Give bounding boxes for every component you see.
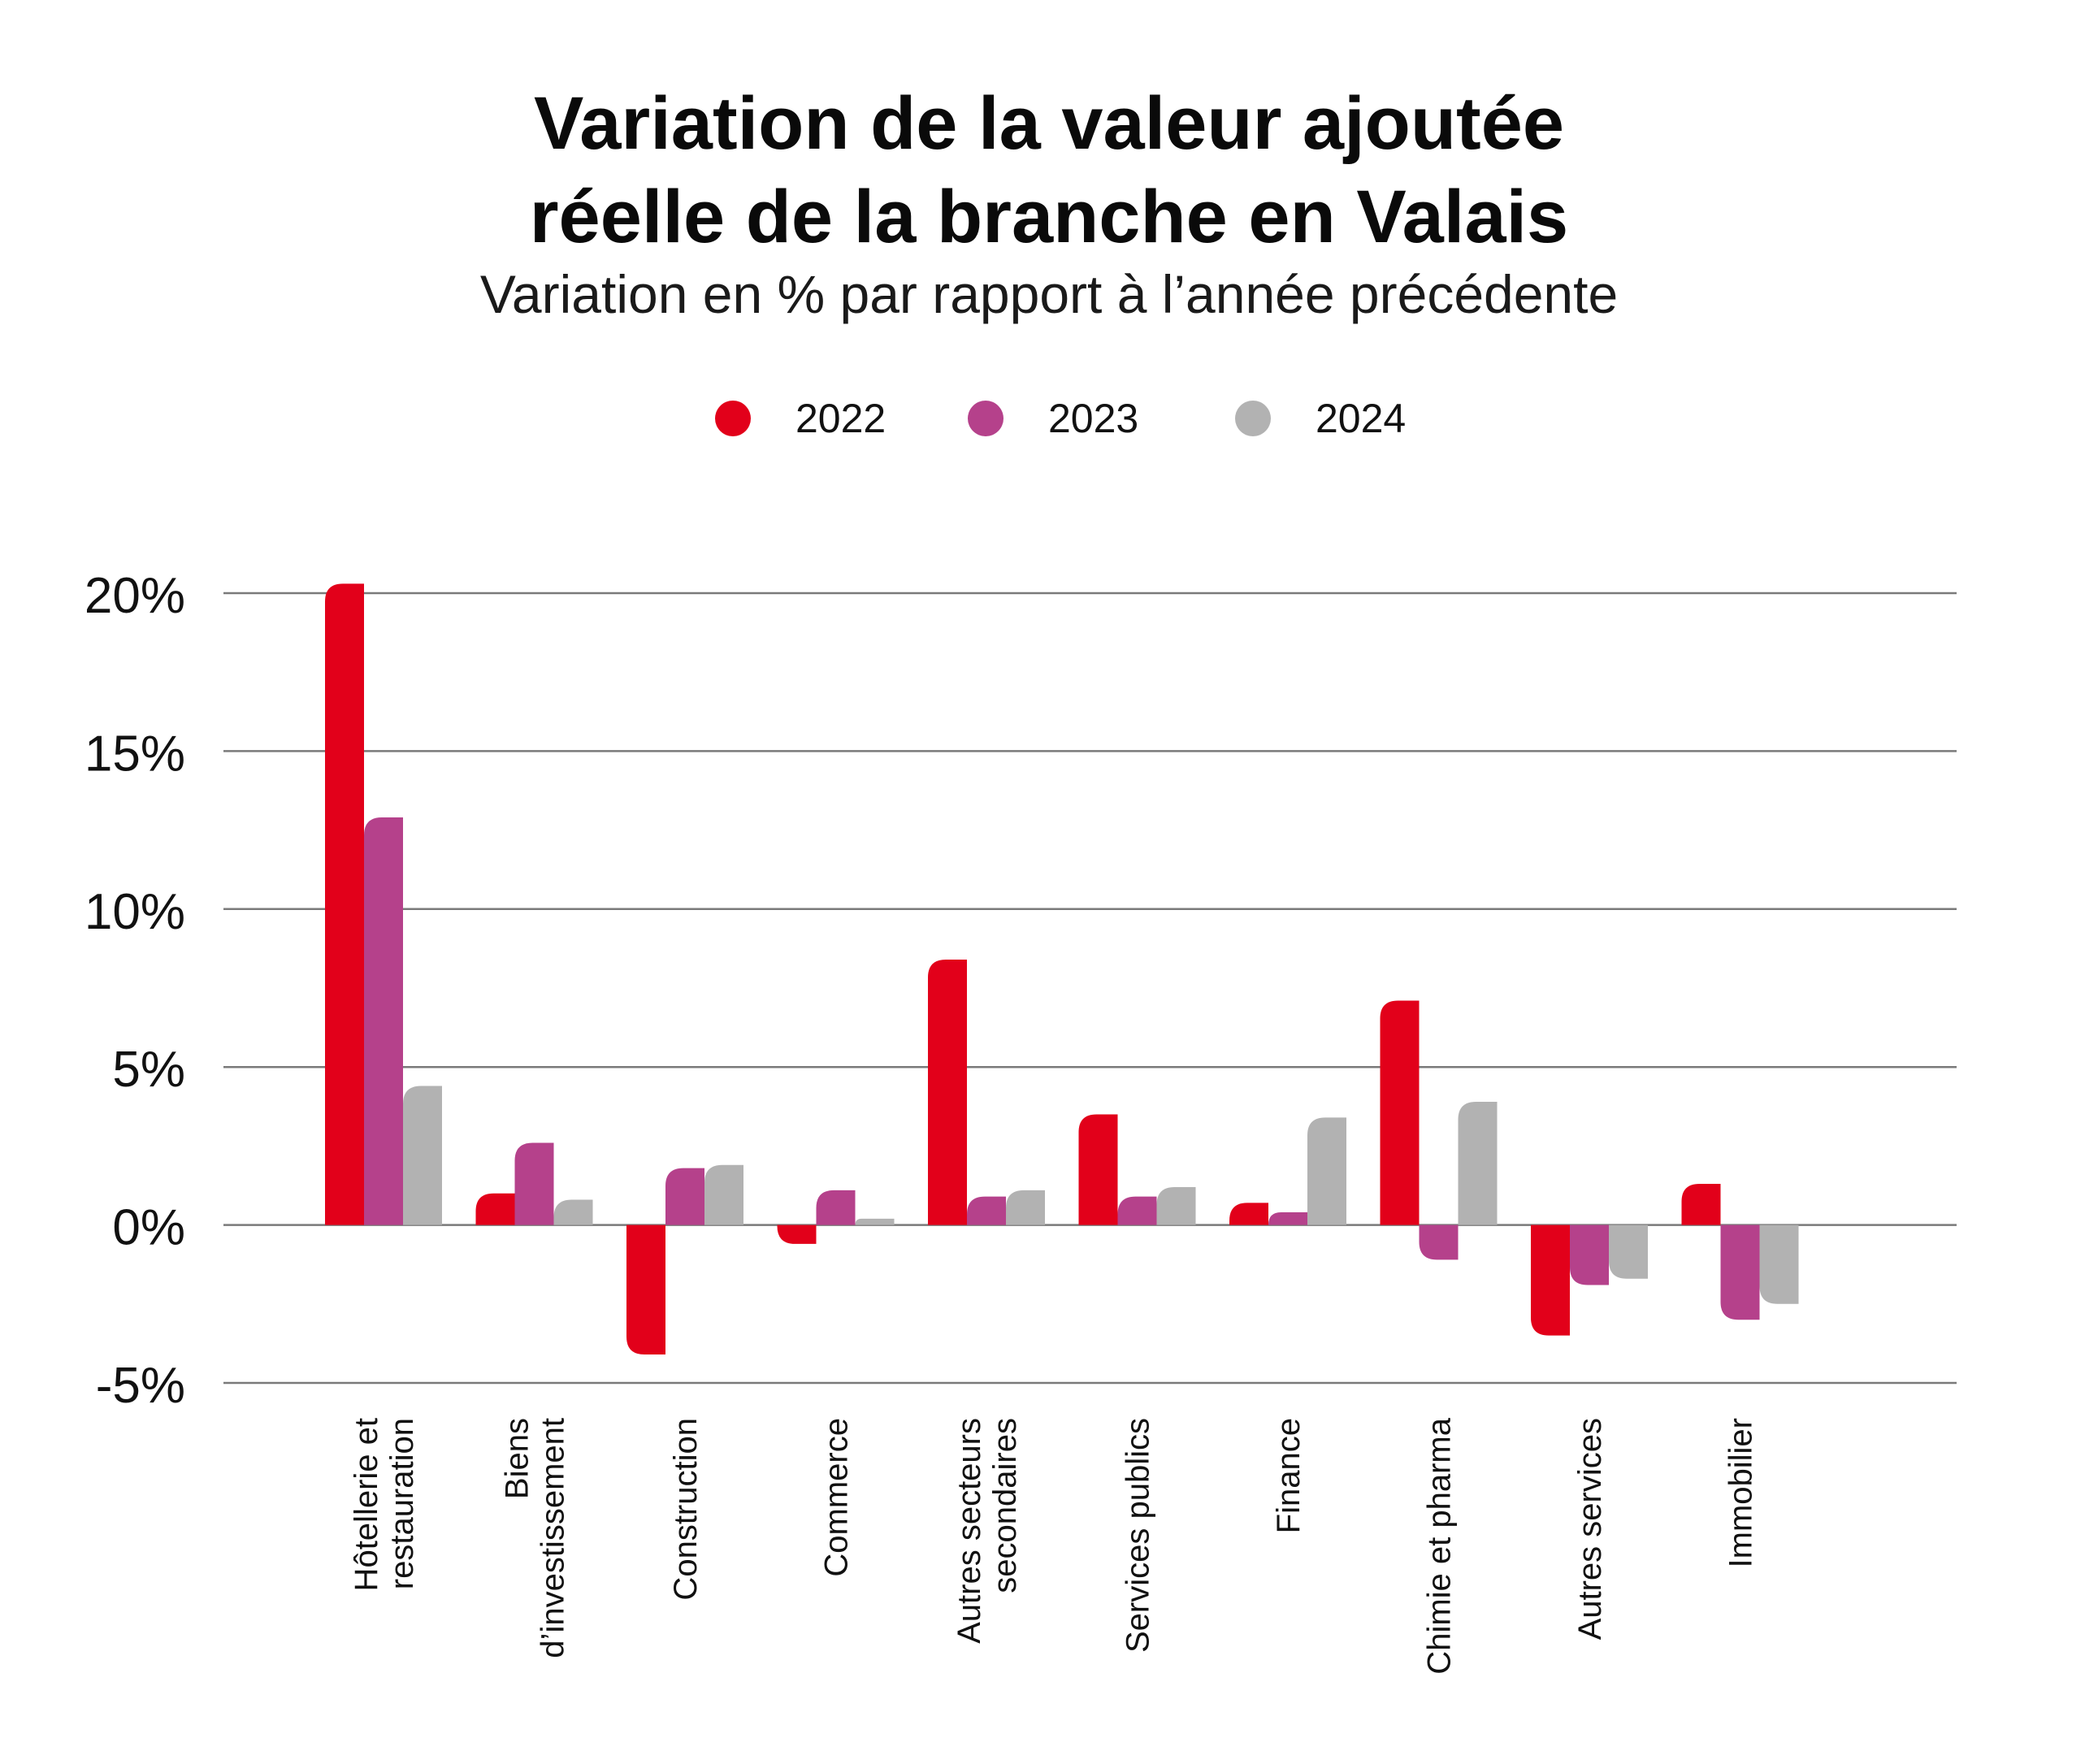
bar-2022: [777, 1224, 817, 1244]
category-label: Autres services: [1572, 1418, 1608, 1640]
legend-marker-2024: [1235, 401, 1271, 436]
bar-2022: [1531, 1224, 1570, 1336]
bar-2022: [626, 1224, 665, 1355]
y-tick-label: 15%: [85, 726, 185, 782]
category-label: Services publics: [1121, 1418, 1156, 1653]
y-tick-label: 10%: [85, 884, 185, 940]
bar-2024: [1609, 1224, 1648, 1279]
chart-title: Variation de la valeur ajoutée réelle de…: [0, 77, 2098, 264]
category-label: Biens: [500, 1418, 535, 1499]
bar-2022: [1078, 1114, 1118, 1225]
bar-2022: [1229, 1203, 1268, 1225]
category-label: Commerce: [819, 1418, 855, 1577]
bar-2023: [1720, 1224, 1760, 1320]
bar-2022: [1380, 1000, 1420, 1225]
category-label: Construction: [668, 1418, 704, 1601]
bar-2023: [816, 1190, 856, 1225]
category-label: Hôtellerie et: [349, 1418, 384, 1591]
bar-2023: [514, 1142, 554, 1225]
bar-2023: [1570, 1224, 1609, 1285]
legend-marker-2023: [968, 401, 1003, 436]
chart-title-line-1: Variation de la valeur ajoutée: [533, 82, 1565, 165]
bar-2024: [1307, 1117, 1346, 1225]
bar-2022: [928, 960, 967, 1225]
bar-2024: [553, 1199, 593, 1225]
y-tick-label: -5%: [96, 1358, 185, 1414]
bar-2024: [704, 1164, 743, 1225]
chart-title-line-2: réelle de la branche en Valais: [529, 176, 1569, 258]
bar-2022: [475, 1193, 515, 1225]
category-label: secondaires: [987, 1418, 1023, 1593]
legend-label-2022: 2022: [795, 396, 886, 441]
bar-2023: [1268, 1212, 1307, 1225]
category-label: d’investissement: [535, 1418, 571, 1658]
chart-subtitle: Variation en % par rapport à l’année pré…: [479, 264, 1619, 324]
y-tick-label: 20%: [85, 568, 185, 624]
category-label: restauration: [384, 1418, 420, 1589]
bar-2023: [967, 1196, 1006, 1225]
y-tick-label: 5%: [112, 1042, 185, 1098]
bar-2023: [364, 817, 403, 1225]
bar-2024: [1458, 1101, 1498, 1225]
bar-2024: [1156, 1186, 1196, 1225]
category-label: Autres secteurs: [951, 1418, 987, 1644]
bar-2023: [1419, 1224, 1459, 1260]
bar-2024: [1006, 1190, 1045, 1225]
bar-2023: [665, 1168, 704, 1225]
bar-2022: [325, 583, 364, 1225]
legend-marker-2022: [715, 401, 751, 436]
y-tick-label: 0%: [112, 1200, 185, 1256]
category-label: Finance: [1271, 1418, 1307, 1533]
bar-2024: [403, 1086, 442, 1225]
bar-2024: [1759, 1224, 1799, 1304]
legend-label-2024: 2024: [1316, 396, 1406, 441]
bar-2024: [855, 1218, 895, 1225]
category-label: Chimie et pharma: [1422, 1417, 1458, 1674]
category-label: Immobilier: [1723, 1418, 1759, 1567]
legend-label-2023: 2023: [1048, 396, 1138, 441]
bar-2023: [1117, 1196, 1157, 1225]
bar-2022: [1681, 1184, 1721, 1225]
